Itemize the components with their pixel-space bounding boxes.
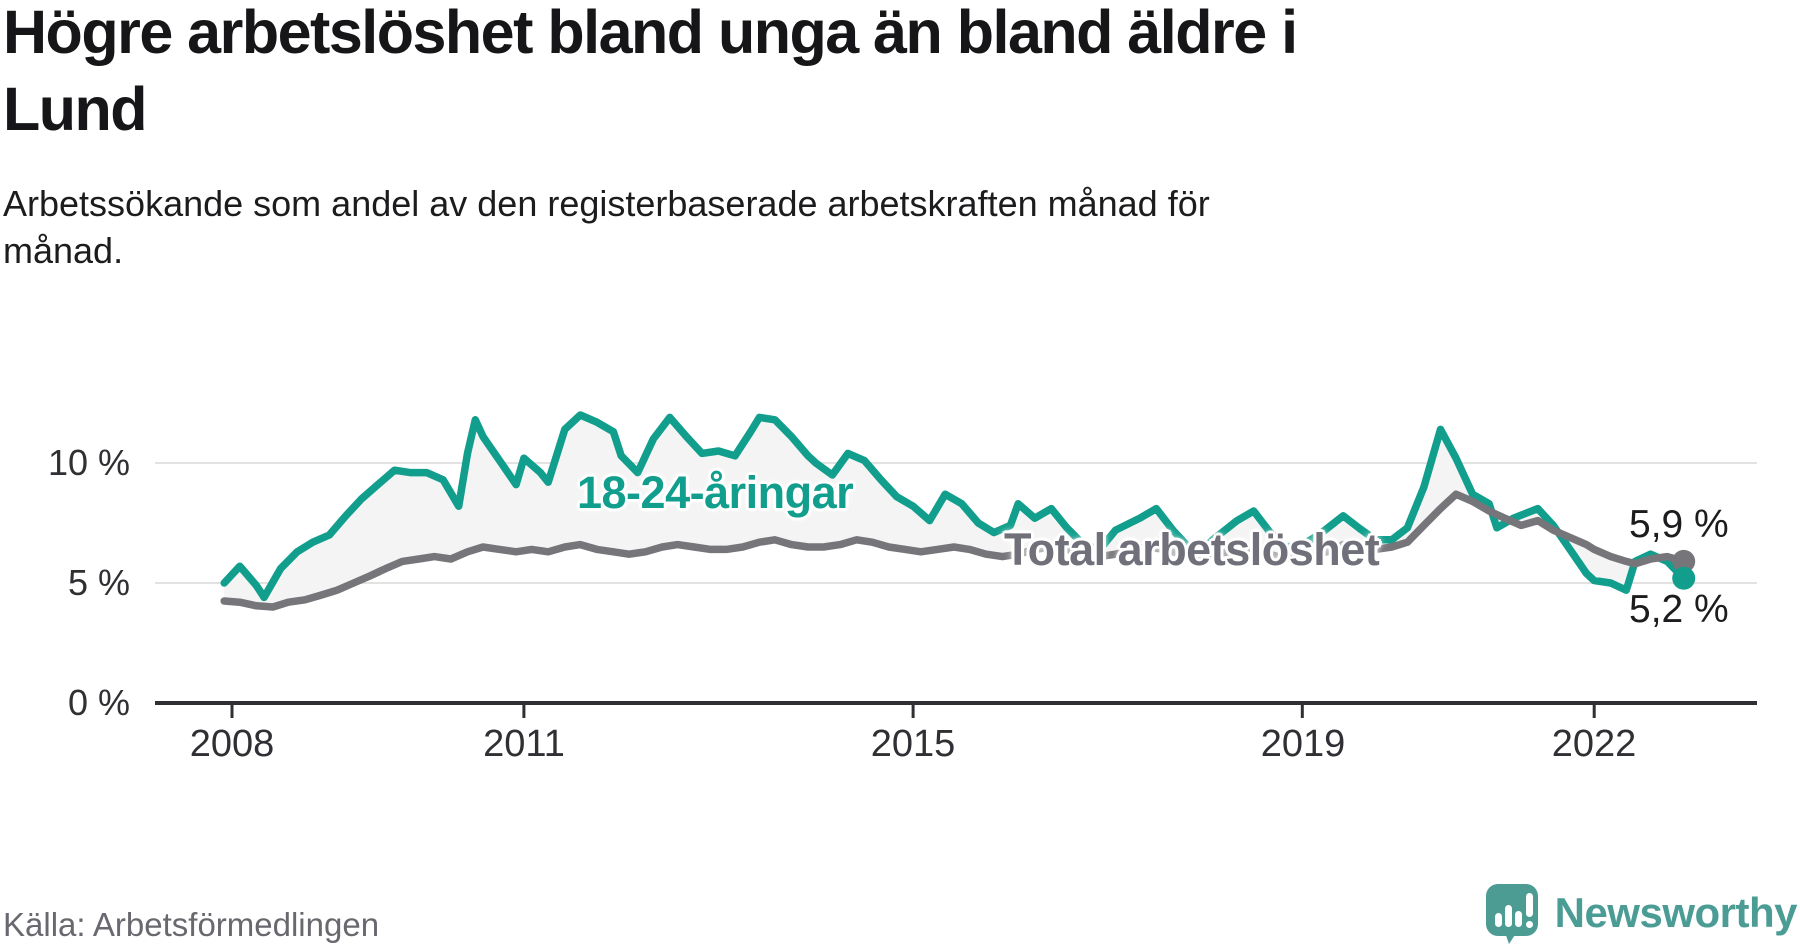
end-value-total: 5,9 %	[1629, 503, 1729, 546]
x-axis-tick-2015: 2015	[870, 723, 956, 765]
y-axis-tick-5: 5 %	[67, 562, 130, 603]
newsworthy-logo-icon	[1485, 884, 1538, 944]
series-label-young: 18-24-åringar	[577, 467, 854, 518]
end-dot-total	[1672, 549, 1696, 573]
x-axis-tick-2019: 2019	[1260, 723, 1346, 765]
y-axis-tick-0: 0 %	[67, 682, 130, 723]
y-axis-tick-10: 10 %	[47, 442, 130, 483]
source-attribution: Källa: Arbetsförmedlingen	[3, 906, 380, 943]
x-axis-tick-2011: 2011	[483, 723, 565, 765]
newsworthy-brand-name: Newsworthy	[1554, 889, 1798, 936]
end-value-young: 5,2 %	[1629, 588, 1729, 631]
x-axis-tick-2022: 2022	[1551, 723, 1637, 765]
x-axis-tick-2008: 2008	[189, 723, 275, 765]
line-young	[220, 411, 1688, 602]
end-dot-young	[1672, 566, 1696, 590]
line-total	[220, 490, 1688, 611]
fill-between-series	[224, 415, 1684, 607]
page-subtitle: Arbetssökande som andel av den registerb…	[3, 183, 1210, 271]
newsworthy-brand: Newsworthy	[1485, 878, 1798, 948]
page-title: Högre arbetslöshet bland unga än bland ä…	[3, 0, 1298, 143]
series-label-total: Total arbetslöshet	[1004, 524, 1380, 575]
